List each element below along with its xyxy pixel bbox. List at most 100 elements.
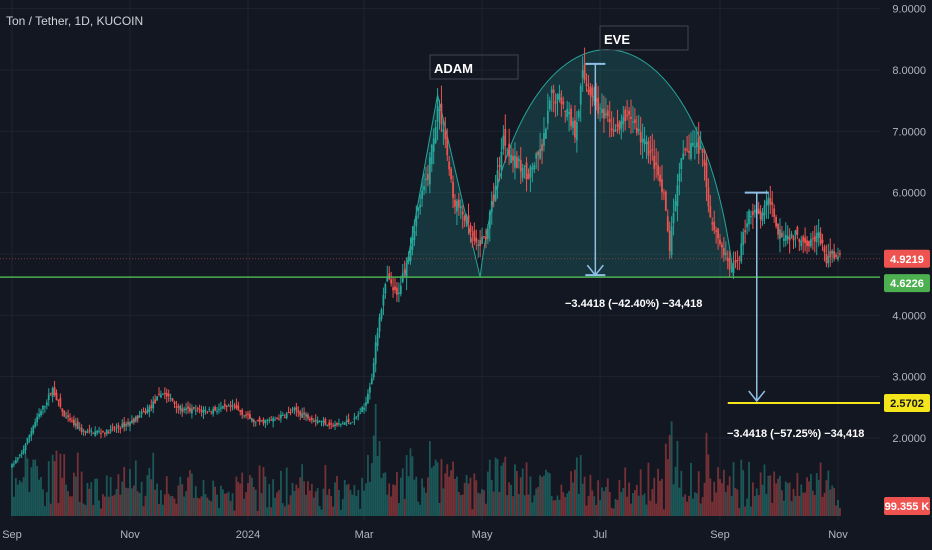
volume-bar bbox=[647, 462, 650, 516]
volume-bar bbox=[545, 469, 547, 516]
candle-body bbox=[815, 232, 818, 243]
volume-bar bbox=[229, 501, 232, 516]
volume-bar bbox=[96, 478, 99, 516]
volume-bar bbox=[645, 504, 648, 516]
volume-bar bbox=[485, 503, 487, 516]
volume-bar bbox=[697, 471, 700, 516]
volume-bar bbox=[281, 503, 284, 516]
volume-bar bbox=[469, 477, 472, 516]
volume-bar bbox=[76, 452, 79, 516]
candle-body bbox=[136, 415, 139, 419]
candle-body bbox=[417, 207, 420, 211]
candle-body bbox=[218, 409, 220, 411]
candle-body bbox=[692, 142, 694, 146]
volume-bar bbox=[353, 485, 356, 516]
candle-body bbox=[74, 423, 77, 426]
volume-bar bbox=[473, 473, 476, 516]
candle-body bbox=[699, 145, 702, 149]
candle-body bbox=[123, 422, 126, 427]
volume-bar bbox=[775, 483, 777, 516]
candle-body bbox=[825, 253, 828, 264]
volume-bar bbox=[336, 475, 338, 516]
candle-body bbox=[616, 124, 619, 127]
candle-body bbox=[521, 167, 524, 178]
volume-bar bbox=[498, 491, 501, 516]
current-price-badge: 4.9219 bbox=[890, 254, 924, 266]
candle-body bbox=[430, 144, 433, 165]
volume-bar bbox=[436, 462, 439, 516]
candle-body bbox=[459, 206, 462, 209]
volume-bar bbox=[214, 486, 217, 516]
candle-body bbox=[575, 122, 578, 141]
candle-body bbox=[771, 202, 774, 206]
volume-bar bbox=[49, 503, 52, 516]
volume-bar bbox=[591, 490, 594, 516]
candle-body bbox=[216, 410, 218, 412]
volume-bar bbox=[264, 476, 267, 516]
candle-body bbox=[601, 108, 603, 113]
volume-bar bbox=[587, 496, 590, 516]
candle-body bbox=[250, 418, 253, 422]
candle-body bbox=[827, 255, 830, 264]
candle-body bbox=[103, 433, 106, 435]
candle-body bbox=[388, 273, 391, 279]
volume-bar bbox=[318, 506, 321, 516]
candle-body bbox=[386, 276, 389, 282]
volume-bar bbox=[450, 470, 453, 516]
volume-bar bbox=[550, 496, 553, 516]
volume-bar bbox=[115, 489, 118, 516]
volume-bar bbox=[220, 485, 222, 516]
price-tick-label: 8.0000 bbox=[892, 65, 926, 77]
candle-body bbox=[606, 110, 609, 117]
candle-body bbox=[320, 420, 323, 422]
volume-bar bbox=[705, 432, 708, 516]
volume-bar bbox=[444, 473, 447, 516]
volume-bar bbox=[510, 484, 512, 516]
volume-bar bbox=[535, 488, 538, 516]
candle-body bbox=[129, 422, 131, 427]
candle-body bbox=[24, 444, 27, 451]
candle-body bbox=[69, 418, 71, 421]
volume-bar bbox=[363, 490, 365, 516]
candle-body bbox=[148, 407, 151, 413]
volume-bar bbox=[738, 508, 741, 516]
candle-body bbox=[543, 132, 545, 146]
volume-bar bbox=[198, 498, 201, 516]
candle-body bbox=[833, 251, 836, 259]
volume-bar bbox=[467, 483, 470, 516]
candle-body bbox=[773, 208, 776, 217]
candle-body bbox=[510, 154, 512, 164]
volume-bar bbox=[161, 504, 164, 516]
volume-bar bbox=[187, 477, 189, 516]
candle-body bbox=[471, 233, 474, 235]
candle-body bbox=[407, 256, 410, 262]
volume-bar bbox=[624, 467, 627, 516]
volume-bar bbox=[177, 485, 180, 516]
volume-bar bbox=[796, 472, 799, 516]
volume-bar bbox=[566, 493, 569, 516]
volume-bar bbox=[610, 507, 613, 516]
volume-bar bbox=[692, 498, 694, 516]
volume-bar bbox=[24, 455, 27, 516]
volume-bar bbox=[562, 492, 565, 516]
candle-body bbox=[421, 190, 423, 199]
volume-bar bbox=[367, 455, 369, 516]
candle-body bbox=[475, 237, 478, 243]
candle-body bbox=[372, 363, 375, 378]
volume-bar bbox=[305, 494, 307, 516]
candle-body bbox=[695, 142, 698, 148]
candle-body bbox=[13, 463, 15, 465]
volume-bar bbox=[285, 467, 288, 516]
candle-body bbox=[686, 149, 689, 151]
volume-bar bbox=[461, 494, 464, 516]
volume-bar bbox=[674, 466, 677, 516]
volume-bar bbox=[370, 463, 373, 516]
volume-bar bbox=[191, 473, 193, 516]
volume-bar bbox=[680, 470, 683, 516]
candle-body bbox=[519, 160, 522, 172]
volume-bar bbox=[810, 473, 812, 516]
time-axis[interactable]: Sep Nov 2024 Mar May Jul Sep Nov bbox=[2, 529, 848, 541]
candle-body bbox=[227, 405, 230, 407]
volume-bar bbox=[813, 494, 816, 516]
